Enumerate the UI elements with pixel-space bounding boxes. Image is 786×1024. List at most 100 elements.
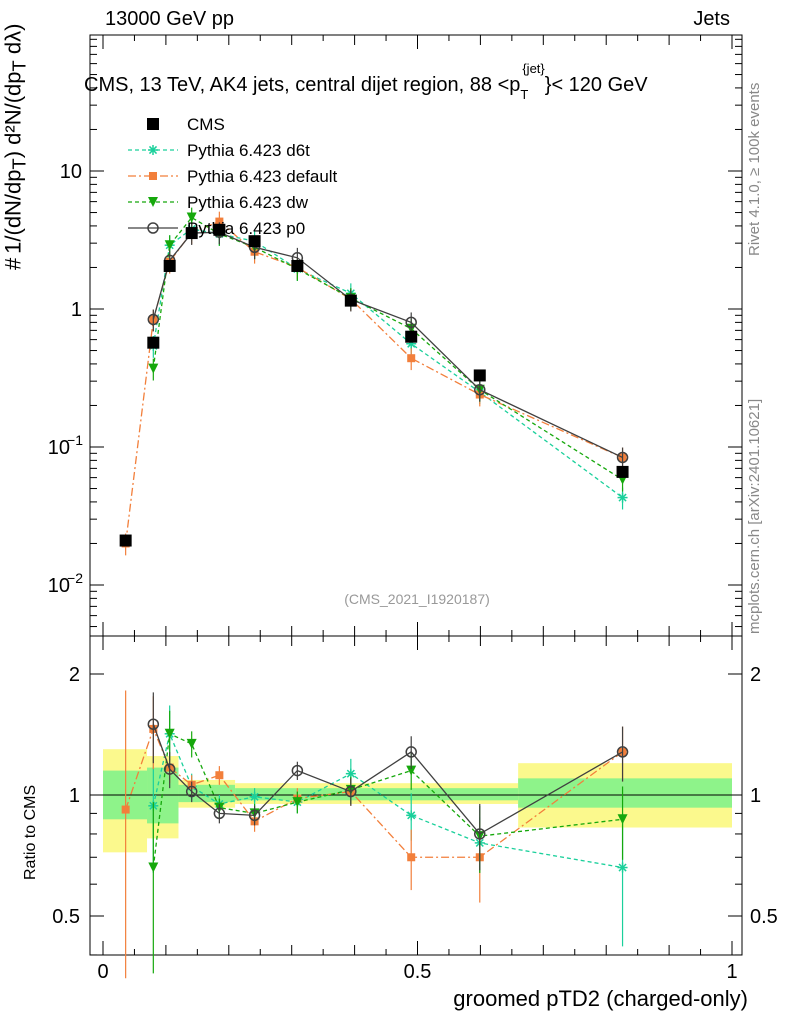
y-tick-exponent: −2	[67, 570, 83, 586]
legend-marker-pythia-6-423-p0-shape	[147, 222, 159, 234]
analysis-watermark: (CMS_2021_I1920187)	[344, 591, 490, 607]
ratio-point-pythia-6-423-p0	[291, 764, 304, 777]
y-tick-label: 10	[60, 161, 82, 183]
ratio-y-tick-label-right: 2	[750, 664, 761, 686]
ratio-point-pythia-6-423-p0-shape	[291, 764, 304, 777]
ratio-point-pythia-6-423-dw	[292, 797, 303, 808]
data-point-cms-shape	[213, 223, 226, 236]
legend-marker-pythia-6-423-dw-shape	[148, 197, 158, 207]
ratio-point-pythia-6-423-p0	[345, 785, 357, 798]
ratio-point-pythia-6-423-dw-shape	[164, 728, 175, 739]
ratio-point-pythia-6-423-p0-shape	[405, 746, 417, 758]
x-tick-label: 0.5	[404, 961, 432, 983]
data-point-cms-shape	[147, 336, 160, 349]
ratio-point-pythia-6-423-p0	[213, 807, 226, 820]
ratio-y-tick-label: 0.5	[52, 906, 80, 928]
legend-marker-pythia-6-423-p0	[147, 222, 159, 234]
ratio-point-pythia-6-423-d6t	[249, 791, 260, 802]
legend-label-pythia-6-423-dw: Pythia 6.423 dw	[187, 193, 309, 212]
ratio-point-pythia-6-423-p0	[185, 785, 198, 798]
y-tick-label: 1	[71, 299, 82, 321]
series-line-pythia-6-423-p0	[152, 231, 623, 459]
ratio-point-pythia-6-423-p0-shape	[147, 718, 160, 730]
ratio-line-pythia-6-423-d6t	[152, 731, 623, 869]
data-point-cms	[405, 330, 418, 343]
legend-marker-pythia-6-423-d6t-shape	[148, 145, 158, 155]
ratio-point-pythia-6-423-p0-shape	[474, 828, 486, 840]
data-point-pythia-6-423-dw-shape	[164, 240, 175, 251]
ratio-point-pythia-6-423-default	[121, 805, 130, 814]
data-point-cms-shape	[291, 259, 304, 272]
data-point-cms	[163, 259, 176, 272]
ratio-point-pythia-6-423-default-shape	[215, 771, 224, 780]
data-point-cms-shape	[344, 294, 357, 307]
ratio-point-pythia-6-423-default-shape	[407, 853, 416, 862]
jets-label: Jets	[693, 8, 730, 30]
ratio-point-pythia-6-423-dw-shape	[617, 814, 628, 825]
series-line-pythia-6-423-default	[124, 220, 623, 544]
data-point-pythia-6-423-d6t-shape	[618, 493, 627, 502]
data-point-cms	[213, 223, 226, 236]
x-axis-label: groomed pTD2 (charged-only)	[453, 986, 748, 1011]
ratio-point-pythia-6-423-d6t-shape	[250, 792, 259, 801]
data-point-pythia-6-423-p0	[474, 383, 486, 396]
chart-title: CMS, 13 TeV, AK4 jets, central dijet reg…	[84, 61, 648, 102]
legend-label-cms: CMS	[187, 115, 225, 134]
series-line-pythia-6-423-dw	[152, 216, 623, 481]
legend-marker-pythia-6-423-default	[149, 172, 157, 180]
data-point-cms	[616, 465, 629, 478]
data-point-pythia-6-423-p0	[616, 451, 629, 464]
data-point-pythia-6-423-p0-shape	[616, 451, 629, 464]
y-tick-label: 10	[48, 437, 70, 459]
legend-marker-cms	[147, 118, 159, 130]
data-point-pythia-6-423-p0	[147, 313, 160, 326]
ratio-y-tick-label-right: 1	[750, 785, 761, 807]
y-tick-exponent: −1	[67, 432, 83, 448]
data-point-pythia-6-423-dw	[148, 363, 159, 374]
data-point-pythia-6-423-d6t	[617, 492, 628, 503]
legend-marker-pythia-6-423-d6t	[148, 145, 158, 155]
ratio-point-pythia-6-423-dw	[148, 862, 159, 873]
data-point-pythia-6-423-p0-shape	[474, 383, 486, 396]
legend-label-pythia-6-423-default: Pythia 6.423 default	[187, 167, 338, 186]
ratio-point-pythia-6-423-dw	[406, 765, 417, 776]
data-point-cms-shape	[405, 330, 418, 343]
ratio-y-tick-label: 1	[69, 785, 80, 807]
ratio-point-pythia-6-423-p0	[147, 718, 160, 730]
ratio-point-pythia-6-423-p0	[248, 809, 261, 822]
data-point-cms-shape	[119, 534, 132, 547]
data-point-cms-shape	[248, 235, 261, 248]
ratio-point-pythia-6-423-p0-shape	[185, 785, 198, 798]
ratio-point-pythia-6-423-p0	[616, 746, 629, 758]
ratio-point-pythia-6-423-p0	[405, 746, 417, 758]
ratio-point-pythia-6-423-p0	[474, 828, 486, 840]
legend-label-pythia-6-423-d6t: Pythia 6.423 d6t	[187, 141, 310, 160]
data-point-cms	[291, 259, 304, 272]
ratio-point-pythia-6-423-d6t	[617, 862, 628, 873]
energy-label: 13000 GeV pp	[105, 8, 234, 30]
ratio-point-pythia-6-423-dw	[164, 728, 175, 739]
ratio-point-pythia-6-423-p0-shape	[213, 807, 226, 820]
data-point-cms	[119, 534, 132, 547]
data-point-cms	[248, 235, 261, 248]
ratio-point-pythia-6-423-dw	[186, 738, 197, 749]
data-point-pythia-6-423-p0-shape	[147, 313, 160, 326]
ratio-point-pythia-6-423-p0-shape	[163, 763, 176, 775]
x-tick-label: 0	[97, 961, 108, 983]
data-point-pythia-6-423-dw-shape	[148, 363, 159, 374]
legend-marker-pythia-6-423-dw	[148, 197, 158, 207]
data-point-cms-shape	[616, 465, 629, 478]
data-point-pythia-6-423-default	[215, 217, 224, 226]
ratio-point-pythia-6-423-dw-shape	[292, 797, 303, 808]
data-point-cms	[147, 336, 160, 349]
ratio-point-pythia-6-423-p0-shape	[345, 785, 357, 798]
data-point-cms	[344, 294, 357, 307]
ratio-point-pythia-6-423-default	[407, 853, 416, 862]
ratio-point-pythia-6-423-d6t	[406, 810, 417, 821]
x-tick-label: 1	[726, 961, 737, 983]
data-point-cms-shape	[185, 227, 198, 240]
data-point-cms-shape	[473, 369, 486, 382]
data-point-pythia-6-423-p0-shape	[405, 316, 417, 329]
data-point-cms	[185, 227, 198, 240]
